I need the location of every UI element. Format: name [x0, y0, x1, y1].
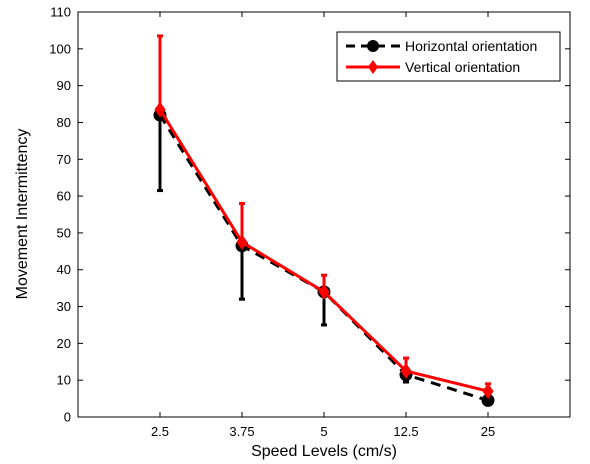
- data-point: [154, 101, 166, 118]
- y-axis: 0 10 20 30 40 50 60 70 80 90 100 110: [49, 5, 570, 425]
- series-0: [153, 108, 495, 407]
- data-point: [236, 234, 248, 250]
- legend: Horizontal orientation Vertical orientati…: [336, 31, 561, 82]
- x-tick-label: 3.75: [229, 424, 254, 439]
- x-tick-label: 25: [481, 424, 495, 439]
- data-point: [318, 283, 330, 300]
- data-point: [400, 363, 412, 379]
- series-1: [154, 34, 494, 400]
- legend-marker-0: [367, 40, 379, 52]
- y-tick-label: 10: [57, 373, 71, 388]
- legend-marker-1: [368, 60, 378, 74]
- x-tick-label: 5: [320, 424, 327, 439]
- y-tick-label: 110: [50, 5, 71, 20]
- y-tick-label: 0: [64, 410, 71, 425]
- x-axis-label: Speed Levels (cm/s): [251, 443, 397, 460]
- series-layer: [153, 34, 495, 407]
- y-tick-label: 50: [57, 225, 71, 240]
- y-tick-label: 20: [57, 336, 71, 351]
- y-tick-label: 90: [57, 78, 71, 93]
- y-axis-label: Movement Intermittency: [14, 129, 31, 300]
- legend-label-1: Vertical orientation: [405, 59, 520, 75]
- y-tick-label: 70: [57, 152, 71, 167]
- y-tick-label: 30: [57, 299, 71, 314]
- legend-label-0: Horizontal orientation: [405, 38, 537, 54]
- y-tick-label: 60: [57, 189, 71, 204]
- y-tick-label: 40: [57, 262, 71, 277]
- x-tick-label: 12.5: [393, 424, 418, 439]
- y-tick-label: 100: [49, 41, 71, 56]
- x-tick-label: 2.5: [151, 424, 169, 439]
- y-tick-label: 80: [57, 115, 71, 130]
- x-axis: 2.5 3.75 5 12.5 25: [151, 12, 495, 439]
- data-point: [482, 383, 494, 400]
- series-line: [158, 114, 489, 402]
